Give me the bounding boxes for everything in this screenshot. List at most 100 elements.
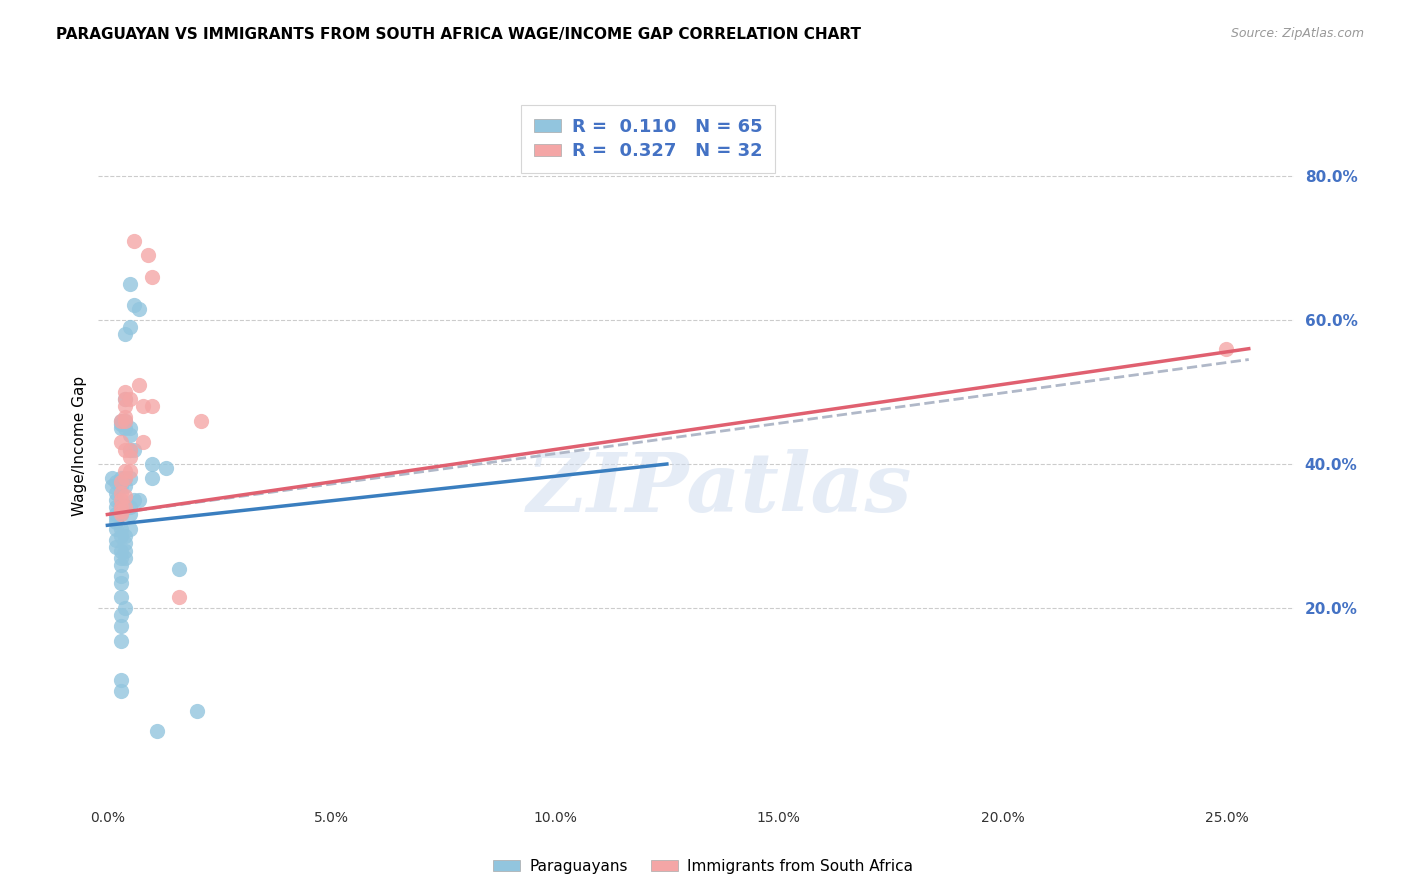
Point	[110, 435, 132, 450]
Point	[141, 457, 163, 471]
Point	[105, 493, 128, 508]
Point	[118, 471, 141, 485]
Point	[110, 568, 132, 582]
Point	[110, 684, 132, 698]
Point	[110, 414, 132, 428]
Point	[114, 500, 136, 515]
Point	[101, 478, 124, 492]
Point	[118, 421, 141, 435]
Point	[110, 673, 132, 688]
Point	[122, 298, 145, 312]
Point	[190, 414, 212, 428]
Point	[110, 471, 132, 485]
Point	[167, 591, 190, 605]
Point	[114, 529, 136, 543]
Legend: Paraguayans, Immigrants from South Africa: Paraguayans, Immigrants from South Afric…	[486, 853, 920, 880]
Point	[110, 558, 132, 572]
Point	[114, 410, 136, 425]
Point	[110, 414, 132, 428]
Point	[110, 633, 132, 648]
Point	[114, 471, 136, 485]
Point	[114, 500, 136, 515]
Text: PARAGUAYAN VS IMMIGRANTS FROM SOUTH AFRICA WAGE/INCOME GAP CORRELATION CHART: PARAGUAYAN VS IMMIGRANTS FROM SOUTH AFRI…	[56, 27, 862, 42]
Point	[114, 327, 136, 342]
Point	[114, 421, 136, 435]
Point	[110, 421, 132, 435]
Point	[122, 493, 145, 508]
Point	[110, 417, 132, 432]
Point	[118, 508, 141, 522]
Point	[128, 377, 150, 392]
Point	[114, 601, 136, 615]
Point	[118, 464, 141, 478]
Point	[128, 301, 150, 316]
Point	[114, 543, 136, 558]
Point	[118, 522, 141, 536]
Point	[122, 442, 145, 457]
Point	[101, 471, 124, 485]
Point	[110, 500, 132, 515]
Point	[155, 460, 177, 475]
Point	[114, 400, 136, 414]
Point	[105, 522, 128, 536]
Point	[110, 522, 132, 536]
Point	[105, 475, 128, 489]
Y-axis label: Wage/Income Gap: Wage/Income Gap	[72, 376, 87, 516]
Point	[105, 515, 128, 529]
Point	[105, 533, 128, 547]
Point	[110, 529, 132, 543]
Point	[110, 508, 132, 522]
Point	[110, 543, 132, 558]
Point	[141, 400, 163, 414]
Point	[105, 540, 128, 554]
Point	[186, 704, 208, 718]
Point	[118, 450, 141, 464]
Point	[110, 619, 132, 633]
Point	[110, 493, 132, 508]
Point	[105, 508, 128, 522]
Point	[118, 277, 141, 291]
Text: ZIPatlas: ZIPatlas	[527, 449, 912, 529]
Text: Source: ZipAtlas.com: Source: ZipAtlas.com	[1230, 27, 1364, 40]
Point	[118, 428, 141, 442]
Point	[110, 497, 132, 511]
Point	[128, 493, 150, 508]
Point	[136, 248, 159, 262]
Point	[105, 486, 128, 500]
Point	[118, 392, 141, 406]
Point	[110, 591, 132, 605]
Point	[110, 486, 132, 500]
Point	[114, 464, 136, 478]
Point	[110, 475, 132, 489]
Point	[114, 536, 136, 550]
Point	[114, 414, 136, 428]
Point	[118, 442, 141, 457]
Point	[114, 550, 136, 565]
Point	[114, 392, 136, 406]
Point	[118, 320, 141, 334]
Point	[118, 500, 141, 515]
Legend: R =  0.110   N = 65, R =  0.327   N = 32: R = 0.110 N = 65, R = 0.327 N = 32	[522, 105, 775, 173]
Point	[141, 471, 163, 485]
Point	[110, 508, 132, 522]
Point	[132, 435, 155, 450]
Point	[110, 608, 132, 623]
Point	[114, 384, 136, 399]
Point	[114, 414, 136, 428]
Point	[114, 392, 136, 406]
Point	[110, 504, 132, 518]
Point	[110, 576, 132, 591]
Point	[122, 234, 145, 248]
Point	[105, 500, 128, 515]
Point	[1215, 342, 1237, 356]
Point	[110, 500, 132, 515]
Point	[118, 442, 141, 457]
Point	[110, 478, 132, 492]
Point	[114, 471, 136, 485]
Point	[110, 550, 132, 565]
Point	[114, 490, 136, 504]
Point	[132, 400, 155, 414]
Point	[114, 442, 136, 457]
Point	[114, 478, 136, 492]
Point	[145, 723, 167, 738]
